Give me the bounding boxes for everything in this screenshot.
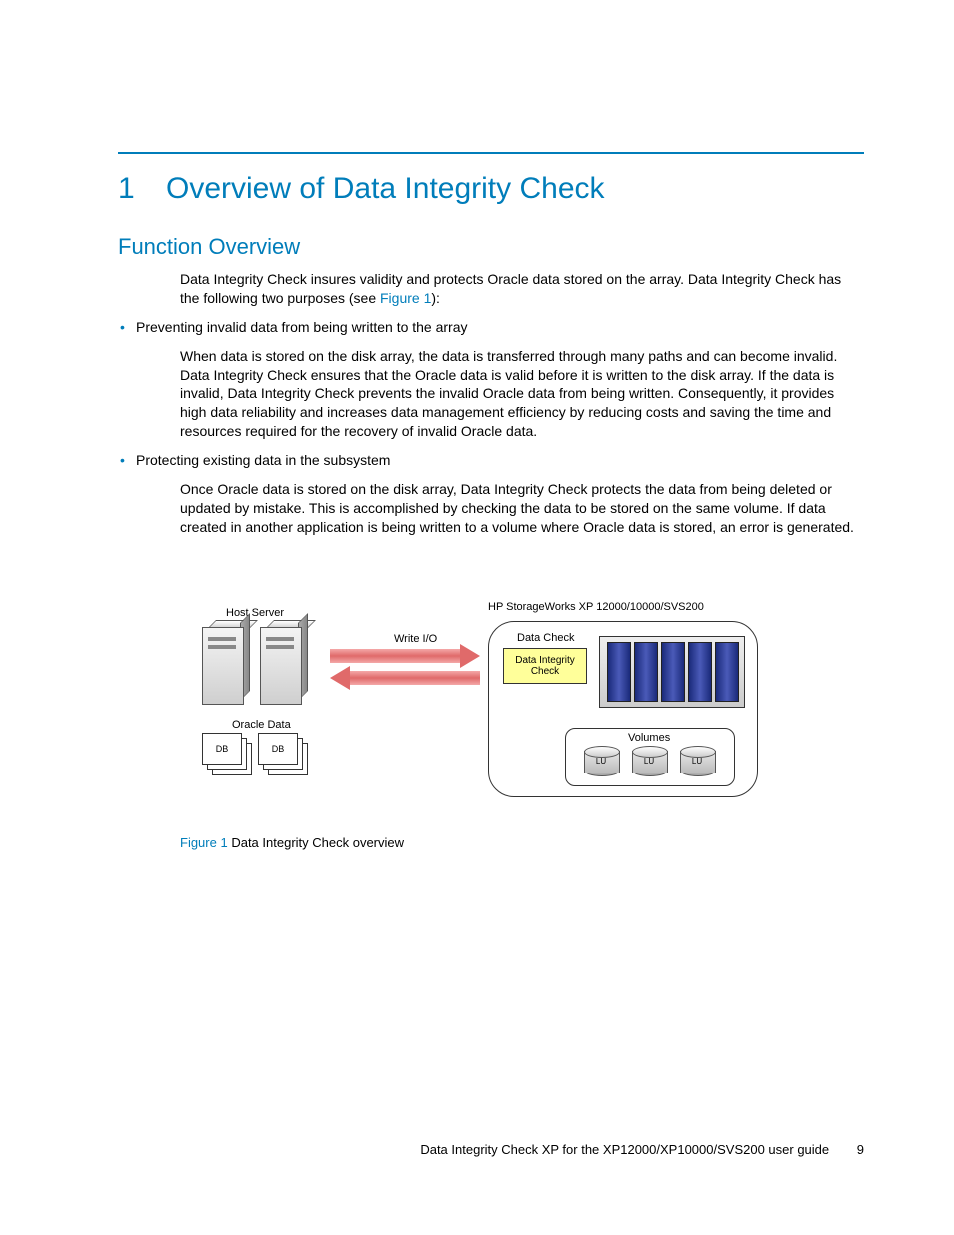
oracle-data-label: Oracle Data [232, 719, 291, 731]
volume-icon: LU [632, 747, 666, 775]
volume-icon: LU [584, 747, 618, 775]
volume-icon: LU [680, 747, 714, 775]
paragraph-prevent: When data is stored on the disk array, t… [180, 347, 864, 441]
server-icon [260, 627, 300, 703]
host-server-label: Host Server [226, 607, 284, 619]
lu-label: LU [584, 757, 618, 766]
figure-caption: Figure 1 Data Integrity Check overview [180, 835, 864, 850]
write-io-label: Write I/O [394, 633, 437, 645]
figure-label: Figure 1 [180, 835, 228, 850]
volumes-label: Volumes [628, 732, 670, 744]
db-icon: DB [202, 733, 242, 765]
diagram: Host Server Oracle Data DB DB [180, 597, 770, 817]
lu-label: LU [680, 757, 714, 766]
chapter-title-text: Overview of Data Integrity Check [166, 172, 605, 205]
storage-title-label: HP StorageWorks XP 12000/10000/SVS200 [488, 601, 704, 613]
bullet-list-1: Preventing invalid data from being writt… [118, 318, 864, 337]
storage-unit-icon [599, 636, 743, 706]
top-rule [118, 152, 864, 154]
storage-system: Data Check Data Integrity Check Volumes … [488, 621, 758, 797]
figure-1: Host Server Oracle Data DB DB [180, 597, 864, 850]
db-icon: DB [258, 733, 298, 765]
bullet-prevent-invalid: Preventing invalid data from being writt… [118, 318, 864, 337]
figure-1-link[interactable]: Figure 1 [380, 290, 431, 306]
section-title: Function Overview [118, 234, 864, 260]
arrow-left-icon [330, 671, 480, 685]
chapter-title: 1Overview of Data Integrity Check [118, 172, 864, 206]
data-check-label: Data Check [517, 632, 574, 644]
page-footer: Data Integrity Check XP for the XP12000/… [420, 1142, 864, 1157]
bullet-protect-existing: Protecting existing data in the subsyste… [118, 451, 864, 470]
paragraph-protect: Once Oracle data is stored on the disk a… [180, 480, 864, 537]
footer-text: Data Integrity Check XP for the XP12000/… [420, 1142, 829, 1157]
intro-text-b: ): [431, 290, 440, 306]
intro-paragraph: Data Integrity Check insures validity an… [180, 270, 864, 308]
intro-text-a: Data Integrity Check insures validity an… [180, 271, 841, 306]
data-integrity-check-box: Data Integrity Check [503, 648, 587, 684]
volumes-area: Volumes LU LU LU [565, 728, 735, 786]
bullet-list-2: Protecting existing data in the subsyste… [118, 451, 864, 470]
lu-label: LU [632, 757, 666, 766]
dic-box-text: Data Integrity Check [504, 655, 586, 677]
chapter-number: 1 [118, 172, 166, 206]
server-icon [202, 627, 242, 703]
arrow-right-icon [330, 649, 480, 663]
figure-caption-text: Data Integrity Check overview [231, 835, 404, 850]
page-number: 9 [857, 1142, 864, 1157]
